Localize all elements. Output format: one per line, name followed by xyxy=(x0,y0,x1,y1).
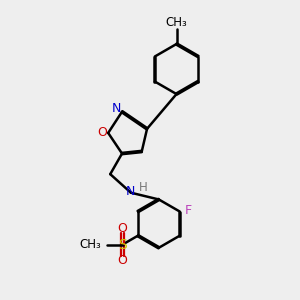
Text: CH₃: CH₃ xyxy=(79,238,101,251)
Text: F: F xyxy=(185,204,192,217)
Text: S: S xyxy=(118,238,127,251)
Text: N: N xyxy=(126,185,136,198)
Text: H: H xyxy=(139,181,148,194)
Text: O: O xyxy=(118,254,128,267)
Text: CH₃: CH₃ xyxy=(166,16,188,29)
Text: O: O xyxy=(118,222,128,236)
Text: O: O xyxy=(97,126,106,140)
Text: N: N xyxy=(112,102,122,115)
